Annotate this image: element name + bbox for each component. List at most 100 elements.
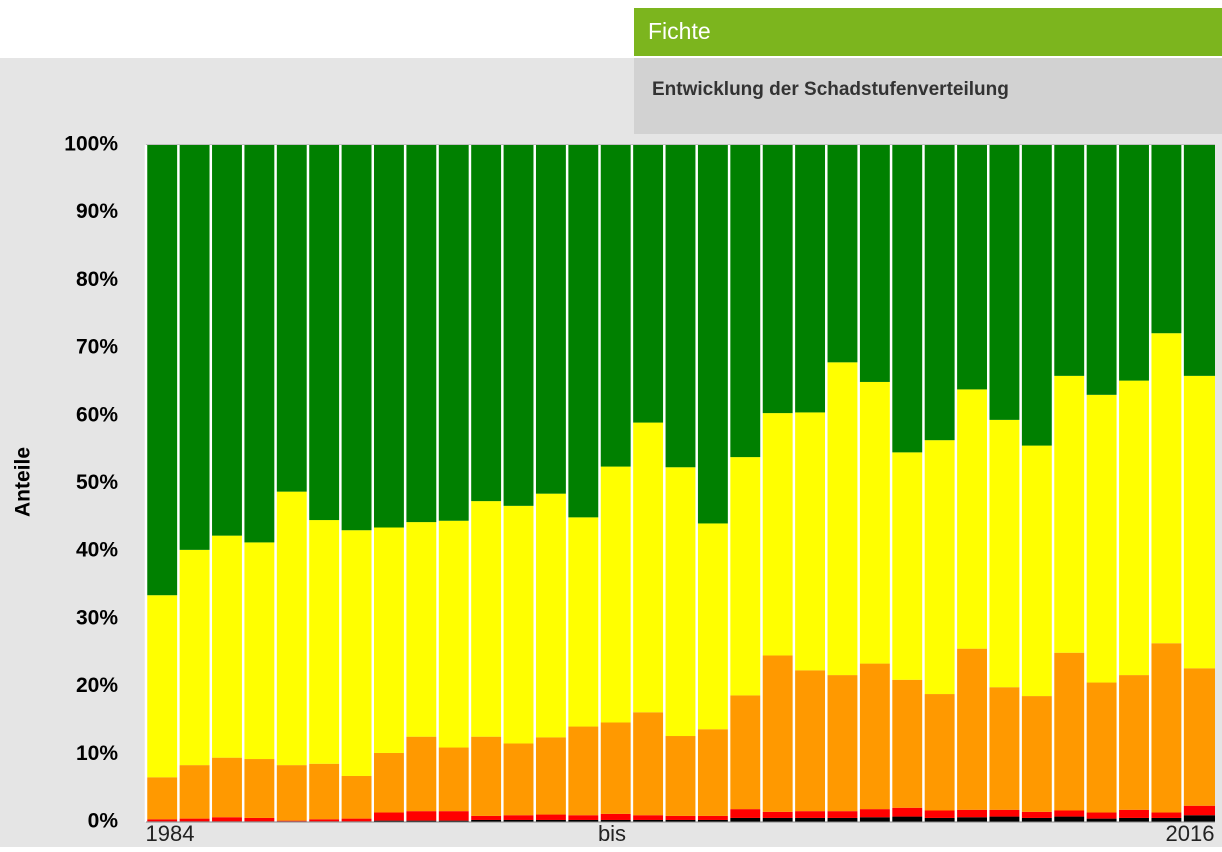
y-tick-label: 10% <box>76 742 118 765</box>
bar-segment <box>502 819 535 822</box>
bar-segment <box>1150 817 1183 822</box>
bar-segment <box>793 817 827 822</box>
bar-segment <box>696 145 730 524</box>
bar-segment <box>761 145 794 414</box>
bar-segment <box>469 736 503 816</box>
bar-segment <box>696 819 730 822</box>
bar-segment <box>729 817 762 822</box>
bar-segment <box>631 145 665 423</box>
bar-segment <box>761 655 794 812</box>
bar-segment <box>1150 145 1183 334</box>
bar-segment <box>1150 812 1183 818</box>
bar-segment <box>437 747 470 812</box>
bar-segment <box>340 530 373 776</box>
bar-segment <box>696 523 730 730</box>
bar-segment <box>988 816 1021 822</box>
bar-segment <box>340 145 373 531</box>
bar-segment <box>631 422 665 713</box>
bar-segment <box>567 145 600 518</box>
bar-segment <box>858 663 892 810</box>
bar-segment <box>502 505 535 744</box>
bar-segment <box>826 811 859 818</box>
bar-segment <box>1020 145 1054 446</box>
bar-segment <box>923 810 956 818</box>
bar-segment <box>988 145 1021 420</box>
bar-segment <box>243 759 276 818</box>
bar-segment <box>858 145 892 382</box>
bar-segment <box>372 820 406 822</box>
bar-segment <box>858 381 892 664</box>
bar-segment <box>988 809 1021 817</box>
bar-segment <box>243 817 276 822</box>
bar-segment <box>437 520 470 748</box>
bar-segment <box>372 145 406 528</box>
bar-segment <box>146 819 179 822</box>
bar-segment <box>567 726 600 816</box>
bar-segment <box>729 457 762 696</box>
bar-segment <box>275 491 308 766</box>
bar-segment <box>664 736 697 816</box>
bar-segment <box>891 452 924 680</box>
bar-segment <box>210 535 244 758</box>
bar-segment <box>793 145 827 413</box>
bar-segment <box>599 813 632 820</box>
bar-segment <box>307 763 341 820</box>
bar-segment <box>599 466 632 723</box>
bar-segment <box>1085 145 1118 395</box>
bar-segment <box>534 814 568 820</box>
bar-segment <box>146 145 179 596</box>
bar-segment <box>1020 445 1054 697</box>
bar-segment <box>761 811 794 818</box>
bar-segment <box>1020 817 1054 822</box>
bar-segment <box>696 815 730 820</box>
y-tick-label: 100% <box>64 133 118 156</box>
bar-segment <box>178 549 211 766</box>
bar-segment <box>631 712 665 816</box>
bar-segment <box>1053 816 1086 822</box>
bar-segment <box>1182 805 1215 816</box>
bar-segment <box>146 595 179 778</box>
bar-segment <box>891 679 924 808</box>
bar-segment <box>955 389 989 649</box>
bar-segment <box>1182 145 1215 376</box>
bar-segment <box>437 820 470 822</box>
bar-segment <box>664 467 697 737</box>
bar-segment <box>826 362 859 676</box>
chart-subtitle: Entwicklung der Schadstufenverteilung <box>652 79 1009 100</box>
y-tick-label: 50% <box>76 471 118 494</box>
x-annotation: 2016 <box>1166 821 1215 846</box>
y-tick-label: 70% <box>76 336 118 359</box>
bar-segment <box>1053 810 1086 817</box>
bar-segment <box>275 145 308 492</box>
bar-segment <box>307 819 341 822</box>
bar-segment <box>729 809 762 818</box>
bar-segment <box>1085 818 1118 822</box>
bar-segment <box>1085 812 1118 819</box>
bar-segment <box>243 542 276 760</box>
bar-segment <box>1150 333 1183 644</box>
x-annotation: 1984 <box>146 821 195 846</box>
bar-segment <box>1117 380 1151 676</box>
y-tick-label: 90% <box>76 200 118 223</box>
bar-segment <box>1117 145 1151 381</box>
bar-segment <box>178 145 211 550</box>
bar-segment <box>405 736 438 812</box>
bar-segment <box>1085 682 1118 813</box>
bar-segment <box>178 765 211 819</box>
bar-segment <box>275 765 308 821</box>
y-tick-label: 0% <box>88 810 119 833</box>
chart-title: Fichte <box>648 18 711 44</box>
bar-segment <box>534 493 568 738</box>
y-tick-label: 40% <box>76 539 118 562</box>
bar-segment <box>1117 675 1151 810</box>
bar-segment <box>372 752 406 813</box>
bar-segment <box>988 419 1021 688</box>
bar-segment <box>1150 643 1183 813</box>
bar-segment <box>307 145 341 521</box>
bar-segment <box>599 145 632 467</box>
bar-segment <box>891 816 924 822</box>
bar-segment <box>631 819 665 822</box>
bar-segment <box>955 809 989 818</box>
